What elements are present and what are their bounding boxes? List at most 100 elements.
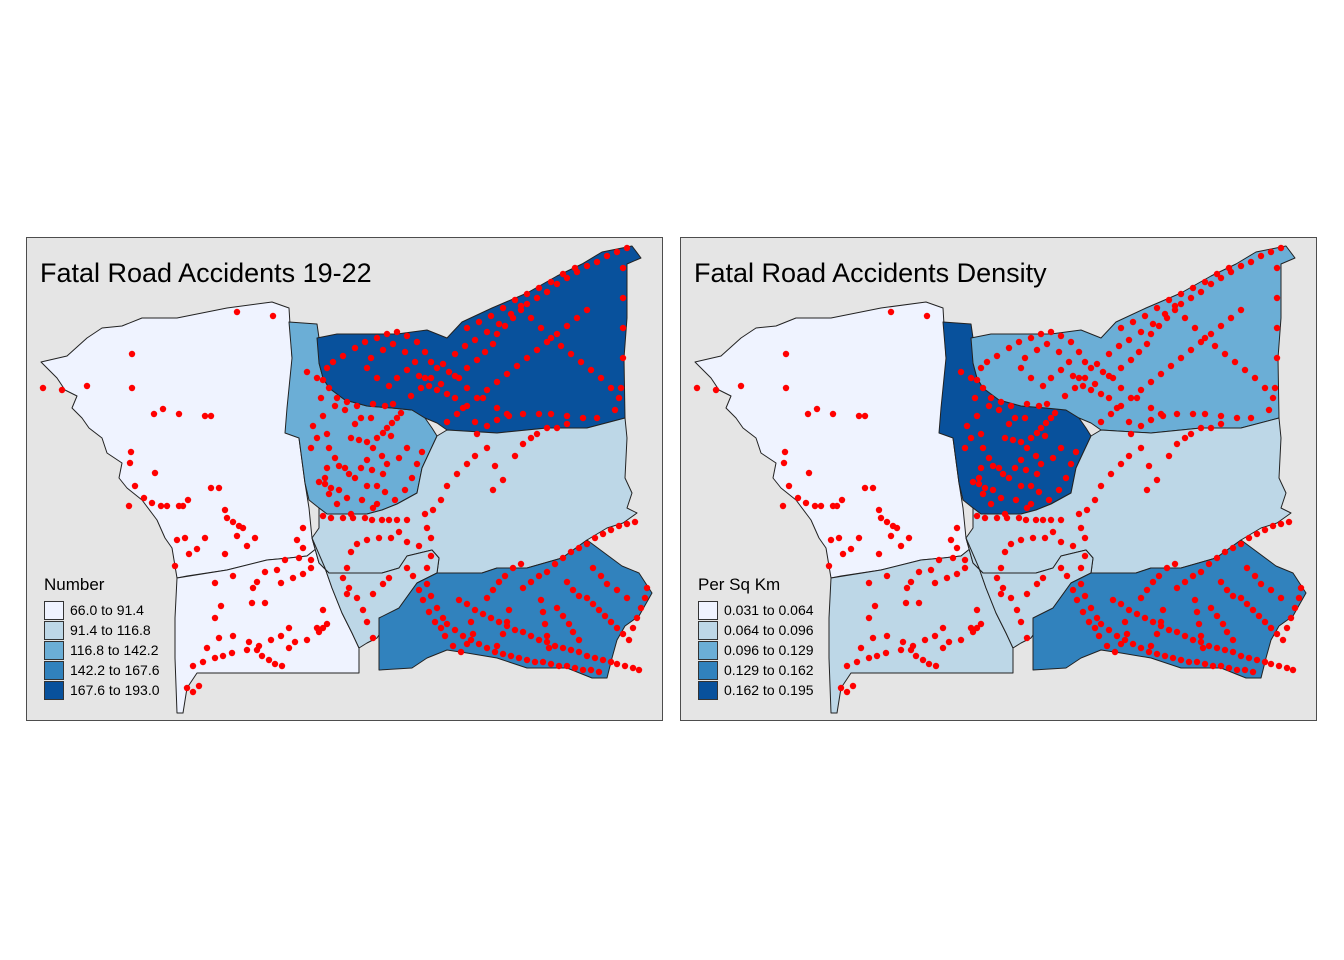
accident-point xyxy=(1191,596,1199,604)
accident-point xyxy=(1173,440,1181,448)
accident-point xyxy=(1029,534,1037,542)
accident-point xyxy=(1072,448,1080,456)
accident-point xyxy=(631,518,639,526)
accident-point xyxy=(1147,404,1155,412)
accident-point xyxy=(1127,356,1135,364)
accident-point xyxy=(1045,496,1053,504)
accident-point xyxy=(243,646,251,654)
accident-point xyxy=(1081,374,1089,382)
accident-point xyxy=(953,544,961,552)
accident-point xyxy=(1273,354,1281,362)
accident-point xyxy=(1161,652,1169,660)
legend: Per Sq Km 0.031 to 0.064 0.064 to 0.096 … xyxy=(698,575,814,701)
accident-point xyxy=(1213,612,1221,620)
accident-point xyxy=(1023,504,1031,512)
accident-point xyxy=(353,402,361,410)
accident-point xyxy=(1007,540,1015,548)
accident-point xyxy=(953,524,961,532)
accident-point xyxy=(463,460,471,468)
accident-point xyxy=(1107,470,1115,478)
accident-point xyxy=(1285,518,1293,526)
accident-point xyxy=(1117,402,1125,410)
accident-point xyxy=(351,420,359,428)
accident-point xyxy=(1125,336,1133,344)
accident-point xyxy=(573,314,581,322)
accident-point xyxy=(441,632,449,640)
accident-point xyxy=(387,534,395,542)
accident-point xyxy=(317,394,325,402)
accident-point xyxy=(1071,384,1079,392)
accident-point xyxy=(535,410,543,418)
accident-point xyxy=(1267,660,1275,668)
accident-point xyxy=(503,618,511,626)
accident-point xyxy=(303,368,311,376)
accident-point xyxy=(1197,638,1205,646)
accident-point xyxy=(329,358,337,366)
accident-point xyxy=(1267,624,1275,632)
accident-point xyxy=(1117,460,1125,468)
accident-point xyxy=(455,596,463,604)
accident-point xyxy=(1117,600,1125,608)
accident-point xyxy=(861,412,869,420)
accident-point xyxy=(939,644,947,652)
accident-point xyxy=(503,370,511,378)
accident-point xyxy=(1261,526,1269,534)
accident-point xyxy=(949,554,957,562)
accident-point xyxy=(383,460,391,468)
accident-point xyxy=(249,584,257,592)
accident-point xyxy=(409,572,417,580)
accident-point xyxy=(1109,596,1117,604)
accident-point xyxy=(1081,592,1089,600)
accident-point xyxy=(1061,392,1069,400)
accident-point xyxy=(341,406,349,414)
legend-swatch xyxy=(44,641,64,660)
accident-point xyxy=(1125,452,1133,460)
accident-point xyxy=(201,412,209,420)
accident-point xyxy=(189,662,197,670)
accident-point xyxy=(865,614,873,622)
accident-point xyxy=(1141,614,1149,622)
accident-point xyxy=(1035,402,1043,410)
accident-point xyxy=(473,394,481,402)
accident-point xyxy=(353,594,361,602)
accident-point xyxy=(623,244,631,252)
accident-point xyxy=(811,502,819,510)
accident-point xyxy=(439,614,447,622)
accident-point xyxy=(1057,366,1065,374)
accident-point xyxy=(912,652,920,660)
accident-point xyxy=(401,348,409,356)
accident-point xyxy=(511,296,519,304)
accident-point xyxy=(339,514,347,522)
accident-point xyxy=(379,580,387,588)
accident-point xyxy=(1121,636,1129,644)
accident-point xyxy=(150,410,158,418)
accident-point xyxy=(869,484,877,492)
accident-point xyxy=(782,350,790,358)
accident-point xyxy=(915,568,923,576)
accident-point xyxy=(607,658,615,666)
legend-swatch xyxy=(44,621,64,640)
accident-point xyxy=(391,496,399,504)
accident-point xyxy=(1067,460,1075,468)
accident-point xyxy=(1273,324,1281,332)
accident-point xyxy=(258,652,266,660)
accident-point xyxy=(505,606,513,614)
accident-point xyxy=(1201,278,1209,286)
accident-point xyxy=(543,568,551,576)
accident-point xyxy=(495,578,503,586)
accident-point xyxy=(537,324,545,332)
accident-point xyxy=(1093,360,1101,368)
legend-item: 0.064 to 0.096 xyxy=(698,621,814,641)
accident-point xyxy=(1297,584,1305,592)
accident-point xyxy=(335,462,343,470)
accident-point xyxy=(1187,430,1195,438)
accident-point xyxy=(151,469,159,477)
accident-point xyxy=(915,599,923,607)
accident-point xyxy=(373,434,381,442)
accident-point xyxy=(1187,294,1195,302)
accident-point xyxy=(1133,610,1141,618)
accident-point xyxy=(471,336,479,344)
accident-point xyxy=(865,579,873,587)
accident-point xyxy=(589,564,597,572)
accident-point xyxy=(239,524,247,532)
